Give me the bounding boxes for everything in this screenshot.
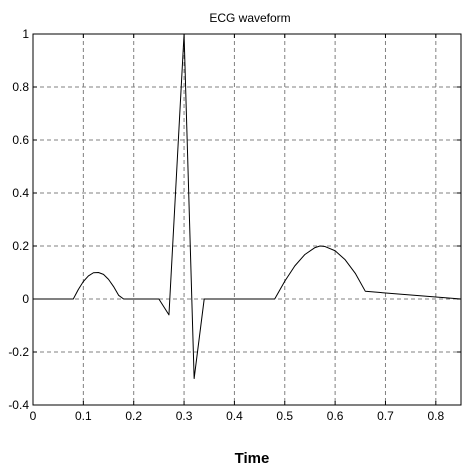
y-tick-label: 0.6 (12, 133, 29, 147)
grid-lines (33, 34, 461, 405)
y-tick-label: -0.2 (8, 345, 29, 359)
x-tick-label: 0.5 (276, 409, 293, 423)
plot-frame (32, 33, 462, 406)
x-tick-label: 0.4 (226, 409, 243, 423)
x-tick-label: 0.7 (377, 409, 394, 423)
x-tick-label: 0.1 (75, 409, 92, 423)
y-tick-labels: -0.4 -0.2 0 0.2 0.4 0.6 0.8 1 (8, 27, 29, 412)
y-tick-label: 0 (22, 292, 29, 306)
x-tick-labels: 0 0.1 0.2 0.3 0.4 0.5 0.6 0.7 0.8 (30, 409, 445, 423)
y-tick-label: 1 (22, 27, 29, 41)
x-tick-label: 0.6 (327, 409, 344, 423)
chart-title: ECG waveform (209, 11, 290, 25)
x-tick-label: 0.8 (427, 409, 444, 423)
y-tick-label: 0.2 (12, 239, 29, 253)
axis-ticks (32, 33, 461, 406)
x-tick-label: 0.3 (176, 409, 193, 423)
ecg-series-line (33, 33, 462, 379)
y-tick-label: -0.4 (8, 398, 29, 412)
x-tick-label: 0 (30, 409, 37, 423)
series-group (33, 33, 462, 379)
y-tick-label: 0.8 (12, 80, 29, 94)
y-tick-label: 0.4 (12, 186, 29, 200)
x-axis-label: Time (235, 450, 270, 467)
x-tick-label: 0.2 (125, 409, 142, 423)
